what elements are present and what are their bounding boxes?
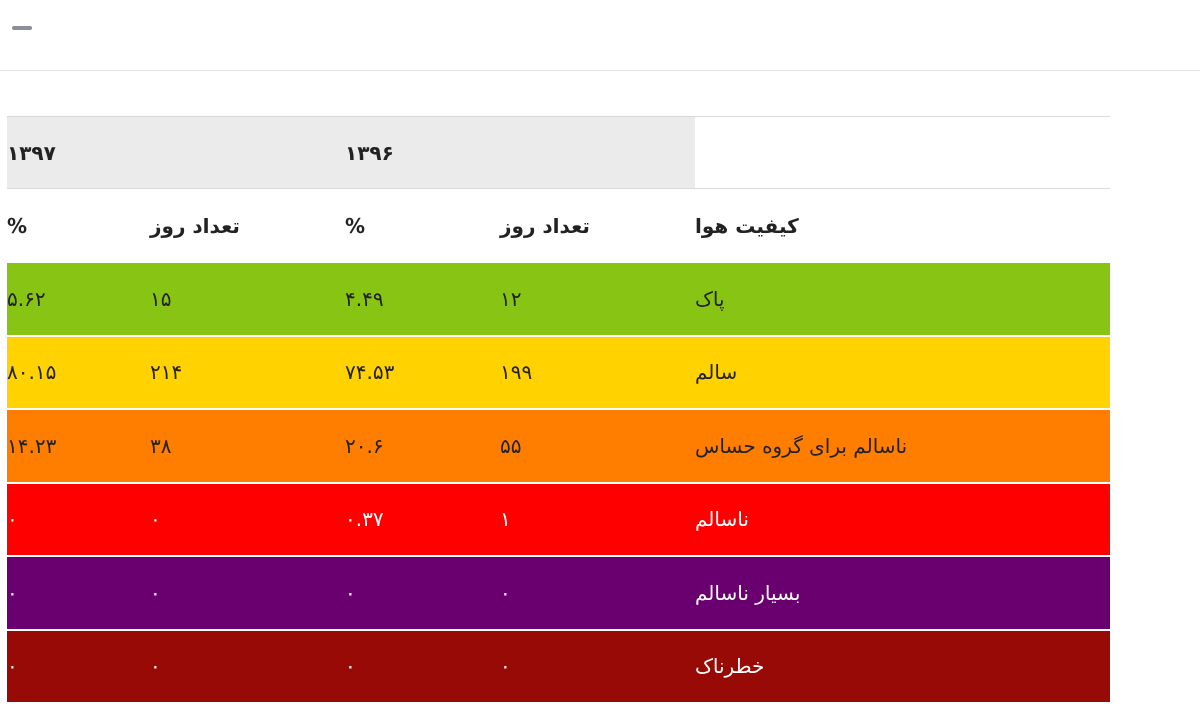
cell-text: ناسالم برای گروه حساس (695, 433, 908, 458)
table-row (7, 336, 1110, 408)
cell-text: تعداد روز (150, 213, 240, 238)
table-cell: ۰ (7, 631, 150, 703)
cell-text: ۲۰.۶ (345, 433, 384, 458)
row-divider (7, 116, 1110, 117)
table-cell: ۱۴.۲۳ (7, 410, 150, 482)
cell-text: ۱۳۹۷ (7, 140, 56, 165)
cell-text: ۰ (500, 654, 511, 679)
cell-text: بسیار ناسالم (695, 580, 801, 605)
cell-text: ۱۹۹ (500, 360, 533, 385)
menu-icon[interactable] (12, 26, 32, 30)
header-blank (695, 117, 1110, 188)
table-cell: ۰ (345, 557, 500, 629)
table-row (7, 263, 1110, 335)
table-cell: ناسالم (695, 484, 1110, 556)
cell-text: خطرناک (695, 654, 765, 679)
cell-text: ۵۵ (500, 433, 522, 458)
cell-text: ۷۴.۵۳ (345, 360, 395, 385)
top-bar (0, 0, 1200, 71)
row-divider (7, 188, 1110, 189)
table-row (7, 630, 1110, 702)
table-cell: ۰ (345, 631, 500, 703)
table-cell: ۲۱۴ (150, 337, 345, 409)
cell-text: ۱ (500, 507, 511, 532)
table-row (7, 557, 1110, 629)
table-cell: ۰ (150, 631, 345, 703)
table-row (7, 483, 1110, 555)
column-header: % (7, 189, 150, 262)
cell-text: ۰ (150, 580, 161, 605)
cell-text: ۰ (150, 654, 161, 679)
cell-text: تعداد روز (500, 213, 590, 238)
year-header: ۱۳۹۶ (345, 117, 695, 188)
cell-text: ۰ (345, 654, 356, 679)
cell-text: ۰ (500, 580, 511, 605)
table-cell: ۴.۴۹ (345, 263, 500, 335)
table-cell: ۰ (500, 557, 695, 629)
cell-text: پاک (695, 286, 725, 311)
table-cell: ۰ (150, 557, 345, 629)
cell-text: ۰ (150, 507, 161, 532)
cell-text: ۱۲ (500, 286, 522, 311)
table-cell: ۸۰.۱۵ (7, 337, 150, 409)
table-cell: ۰ (150, 484, 345, 556)
year-header: ۱۳۹۷ (7, 117, 345, 188)
cell-text: ۰ (7, 654, 18, 679)
table-cell: سالم (695, 337, 1110, 409)
column-header: تعداد روز (500, 189, 695, 262)
cell-text: % (7, 213, 28, 238)
column-header: % (345, 189, 500, 262)
table-cell: ۱ (500, 484, 695, 556)
table-cell: ۰.۳۷ (345, 484, 500, 556)
table-cell: پاک (695, 263, 1110, 335)
table-cell: ۱۵ (150, 263, 345, 335)
cell-text: ۴.۴۹ (345, 286, 384, 311)
cell-text: ۲۱۴ (150, 360, 183, 385)
cell-text: ۳۸ (150, 433, 172, 458)
table-cell: ۱۹۹ (500, 337, 695, 409)
table-cell: ۳۸ (150, 410, 345, 482)
column-header: کیفیت هوا (695, 189, 1110, 262)
cell-text: ۰.۳۷ (345, 507, 384, 532)
table-cell: ۰ (7, 484, 150, 556)
table-cell: ۰ (500, 631, 695, 703)
table-cell: ۷۴.۵۳ (345, 337, 500, 409)
cell-text: ۰ (345, 580, 356, 605)
cell-text: سالم (695, 360, 738, 385)
table-cell: ۵۵ (500, 410, 695, 482)
cell-text: % (345, 213, 366, 238)
table-row (7, 410, 1110, 482)
cell-text: ۵.۶۲ (7, 286, 46, 311)
table-cell: ۲۰.۶ (345, 410, 500, 482)
table-cell: ۱۲ (500, 263, 695, 335)
cell-text: ۰ (7, 580, 18, 605)
table-cell: ۵.۶۲ (7, 263, 150, 335)
table-cell: خطرناک (695, 631, 1110, 703)
table-cell: ناسالم برای گروه حساس (695, 410, 1110, 482)
cell-text: ۱۵ (150, 286, 172, 311)
cell-text: ناسالم (695, 507, 749, 532)
table-cell: بسیار ناسالم (695, 557, 1110, 629)
cell-text: ۰ (7, 507, 18, 532)
cell-text: ۱۳۹۶ (345, 140, 394, 165)
column-header: تعداد روز (150, 189, 345, 262)
cell-text: ۸۰.۱۵ (7, 360, 57, 385)
cell-text: کیفیت هوا (695, 213, 799, 238)
cell-text: ۱۴.۲۳ (7, 433, 57, 458)
table-cell: ۰ (7, 557, 150, 629)
